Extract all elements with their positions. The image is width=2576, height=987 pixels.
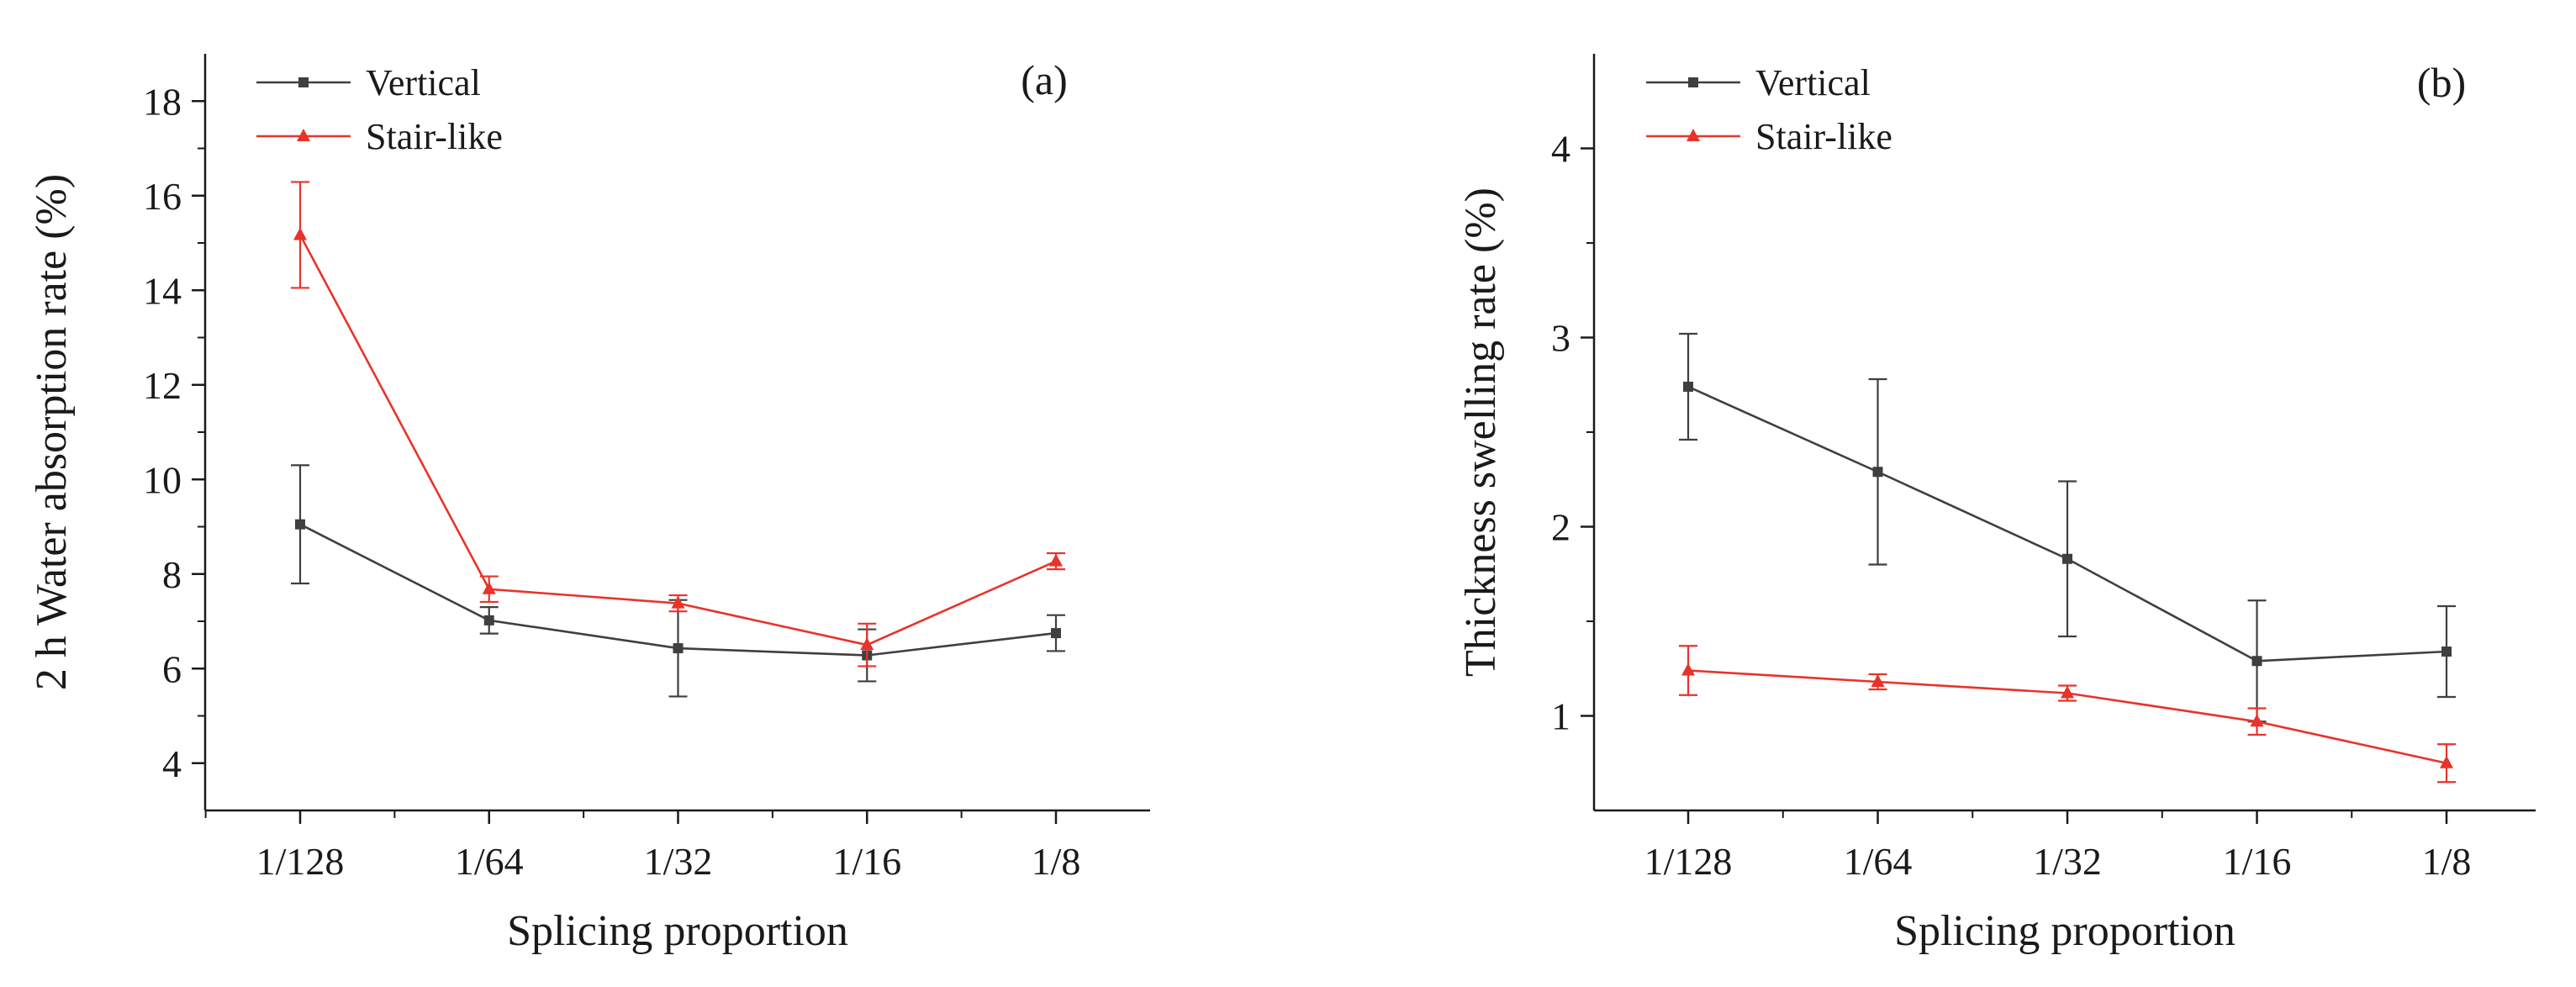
y-axis-title: 2 h Water absorption rate (%) [28, 174, 76, 690]
x-axis-title: Splicing proportion [1894, 907, 2236, 955]
x-axis-title: Splicing proportion [507, 907, 848, 955]
y-tick-label: 4 [162, 742, 182, 785]
data-point [2250, 714, 2264, 727]
data-point [2062, 553, 2072, 564]
legend-label: Stair-like [366, 116, 503, 157]
x-tick-label: 1/16 [832, 840, 901, 883]
y-tick-label: 12 [143, 364, 182, 407]
y-tick-label: 18 [143, 80, 182, 123]
y-tick-label: 1 [1551, 695, 1570, 738]
legend-marker [297, 129, 310, 141]
legend-label: Vertical [1755, 62, 1871, 103]
legend-label: Vertical [366, 62, 481, 103]
series-stair-like [291, 181, 1065, 668]
data-point [2440, 755, 2453, 768]
legend-marker [1688, 77, 1698, 87]
data-point [1871, 674, 1885, 687]
y-tick-label: 3 [1551, 317, 1570, 360]
legend-item: Stair-like [256, 116, 503, 157]
series-vertical [1679, 332, 2456, 723]
x-tick-label: 1/128 [1644, 840, 1733, 883]
y-tick-label: 2 [1551, 506, 1570, 549]
panel-label: (b) [2417, 59, 2466, 106]
data-point [482, 581, 496, 594]
panel-label: (a) [1021, 56, 1068, 103]
data-point [1683, 382, 1693, 392]
y-tick-label: 6 [162, 647, 182, 690]
x-tick-label: 1/128 [256, 840, 345, 883]
data-point [1049, 553, 1063, 567]
series-line [1687, 669, 2447, 765]
legend-label: Stair-like [1755, 116, 1892, 157]
legend-item: Vertical [256, 62, 481, 103]
series-line [298, 234, 1057, 647]
y-tick-label: 10 [143, 458, 182, 501]
legend-marker [1687, 129, 1700, 141]
data-point [2061, 685, 2074, 699]
data-point [295, 519, 305, 530]
panel-a: 4 6 8 10 12 14 16 18 1/128 1/64 1/32 1/16 1/8 Splicin… [28, 54, 1150, 955]
data-point [2441, 647, 2452, 657]
legend: Vertical Stair-like [1646, 62, 1892, 157]
data-point [673, 643, 684, 654]
data-point [483, 615, 494, 625]
x-tick-label: 1/16 [2223, 840, 2292, 883]
data-point [671, 595, 685, 609]
x-tick-label: 1/8 [2422, 840, 2472, 883]
y-axis-title: Thickness swelling rate (%) [1457, 187, 1505, 677]
series-vertical [291, 464, 1065, 698]
y-tick-label: 14 [143, 269, 182, 312]
series-stair-like [1679, 645, 2456, 784]
data-point [2251, 656, 2262, 667]
data-point [1681, 662, 1695, 676]
y-tick-label: 4 [1551, 128, 1570, 171]
x-tick-label: 1/64 [1844, 840, 1913, 883]
x-tick-label: 1/8 [1032, 840, 1081, 883]
legend: Vertical Stair-like [256, 62, 503, 157]
x-tick-label: 1/32 [2033, 840, 2102, 883]
y-tick-label: 8 [162, 553, 182, 596]
panel-b: 1 2 3 4 1/128 1/64 1/32 1/16 1/8 Splicing proport… [1457, 54, 2536, 955]
x-tick-label: 1/64 [455, 840, 524, 883]
data-point [293, 227, 307, 240]
legend-marker [298, 77, 309, 87]
data-point [1051, 628, 1061, 639]
y-tick-label: 16 [143, 175, 182, 218]
legend-item: Vertical [1646, 62, 1871, 103]
legend-item: Stair-like [1646, 116, 1892, 157]
data-point [1872, 467, 1883, 478]
data-point [860, 637, 874, 651]
x-tick-label: 1/32 [644, 840, 713, 883]
